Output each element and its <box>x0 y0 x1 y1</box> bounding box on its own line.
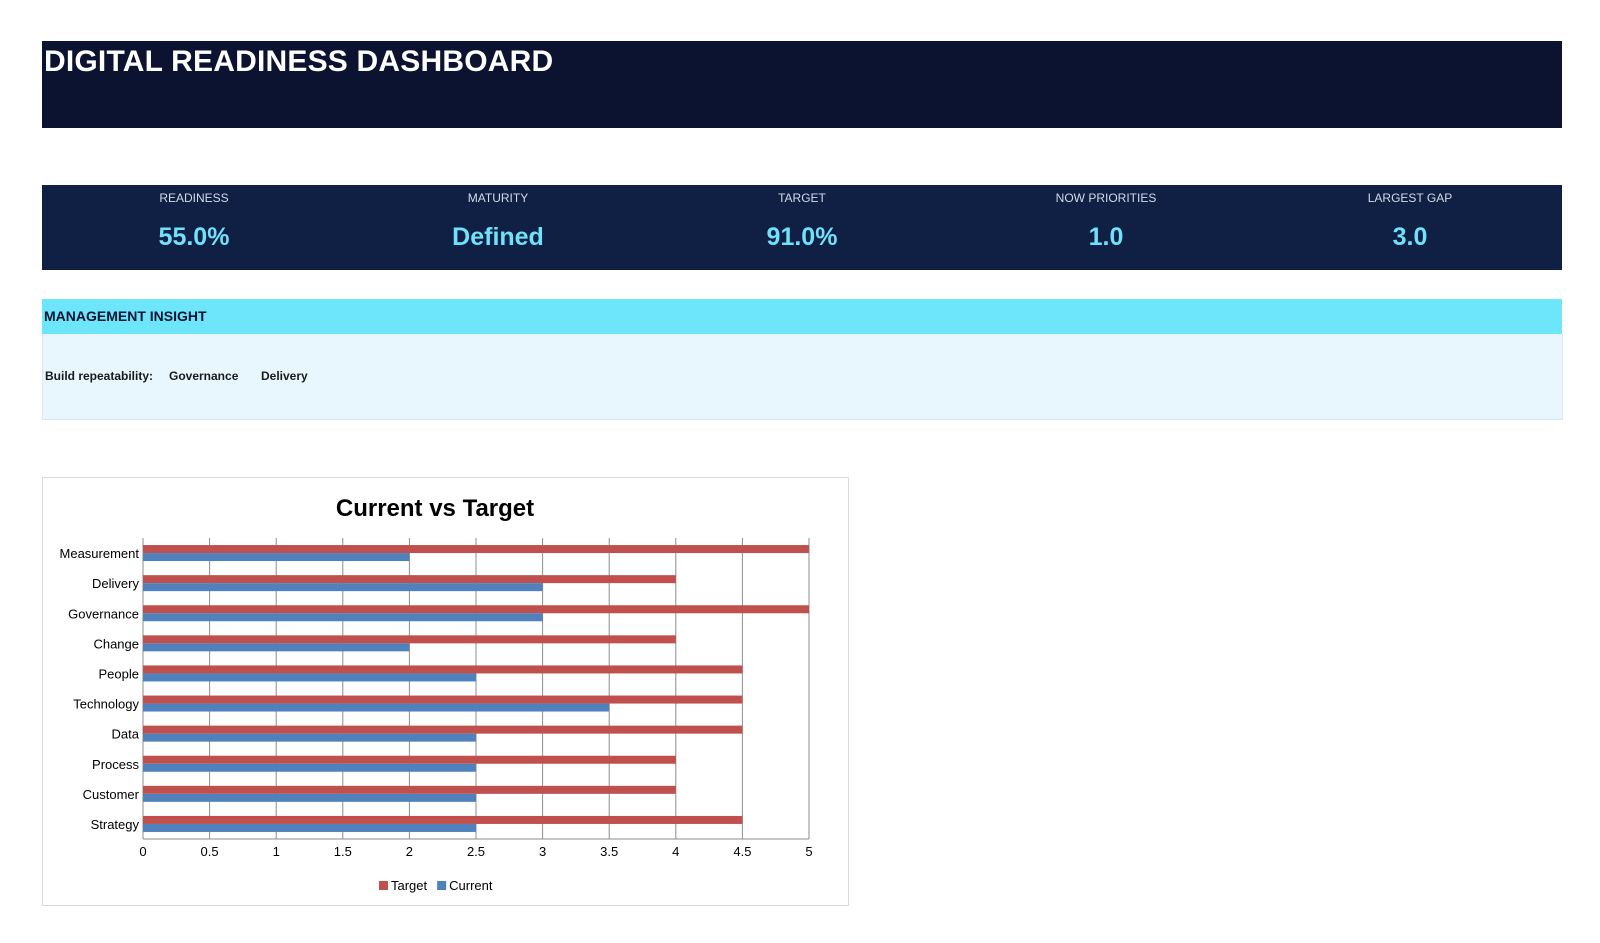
legend-label: Target <box>391 878 428 893</box>
kpi-readiness: READINESS 55.0% <box>42 185 346 270</box>
bar-target <box>143 605 809 614</box>
insight-item: Governance <box>169 369 239 383</box>
kpi-maturity: MATURITY Defined <box>346 185 650 270</box>
bar-target <box>143 725 743 734</box>
bar-target <box>143 665 743 674</box>
x-tick-label: 1 <box>273 844 280 859</box>
kpi-label: READINESS <box>159 191 229 205</box>
y-tick-label: Governance <box>68 606 139 621</box>
legend-swatch-target <box>379 881 388 890</box>
bar-target <box>143 545 809 554</box>
kpi-label: LARGEST GAP <box>1367 191 1453 205</box>
bar-target <box>143 635 676 644</box>
y-tick-label: Technology <box>73 697 139 712</box>
x-tick-label: 1.5 <box>334 844 352 859</box>
bar-chart: Current vs Target 0 0.5 1 1.5 2 2.5 3 3.5 4 4.5 5 St… <box>60 495 813 893</box>
kpi-strip: READINESS 55.0% MATURITY Defined TARGET … <box>42 185 1562 270</box>
y-tick-label: Delivery <box>92 576 139 591</box>
kpi-now-priorities: NOW PRIORITIES 1.0 <box>954 185 1258 270</box>
kpi-value: 1.0 <box>1088 223 1124 251</box>
bar-current <box>143 763 476 772</box>
bar-current <box>143 823 476 832</box>
legend-swatch-current <box>437 881 447 890</box>
bar-current <box>143 643 410 652</box>
bar-target <box>143 755 676 764</box>
x-tick-label: 0.5 <box>201 844 219 859</box>
bar-current <box>143 553 410 562</box>
legend-label: Current <box>449 878 493 893</box>
kpi-label: MATURITY <box>467 191 529 205</box>
x-tick-label: 2 <box>406 844 413 859</box>
insight-item: Delivery <box>261 369 308 383</box>
dashboard-header: DIGITAL READINESS DASHBOARD <box>42 41 1562 128</box>
x-tick-label: 4.5 <box>733 844 751 859</box>
kpi-label: NOW PRIORITIES <box>1055 191 1157 205</box>
bar-current <box>143 733 476 742</box>
chart-title: Current vs Target <box>336 495 534 522</box>
y-tick-label: Change <box>93 636 139 651</box>
x-tick-label: 2.5 <box>467 844 485 859</box>
kpi-value: 91.0% <box>766 223 838 251</box>
bar-target <box>143 575 676 584</box>
page-title: DIGITAL READINESS DASHBOARD <box>44 45 554 78</box>
x-tick-label: 5 <box>805 844 812 859</box>
kpi-largest-gap: LARGEST GAP 3.0 <box>1258 185 1562 270</box>
x-tick-label: 4 <box>672 844 679 859</box>
bar-current <box>143 673 476 682</box>
insight-body: Build repeatability: Governance Delivery <box>42 334 1563 420</box>
kpi-value: Defined <box>452 223 544 251</box>
bar-current <box>143 703 610 712</box>
y-tick-label: Strategy <box>91 817 140 832</box>
y-tick-label: Data <box>112 727 140 742</box>
bar-current <box>143 613 543 622</box>
x-tick-label: 3 <box>539 844 546 859</box>
x-tick-label: 0 <box>139 844 146 859</box>
insight-heading: MANAGEMENT INSIGHT <box>44 308 207 324</box>
insight-label: Build repeatability: <box>45 369 154 383</box>
kpi-label: TARGET <box>778 191 826 205</box>
y-tick-label: People <box>99 666 139 681</box>
kpi-value: 55.0% <box>158 223 230 251</box>
kpi-target: TARGET 91.0% <box>650 185 954 270</box>
kpi-value: 3.0 <box>1392 223 1428 251</box>
x-tick-label: 3.5 <box>600 844 618 859</box>
bar-target <box>143 695 743 704</box>
y-tick-label: Measurement <box>60 546 140 561</box>
bar-current <box>143 583 543 592</box>
chart-container: Current vs Target 0 0.5 1 1.5 2 2.5 3 3.5 4 4.5 5 St… <box>42 477 849 906</box>
bar-target <box>143 815 743 824</box>
bar-target <box>143 785 676 794</box>
bar-current <box>143 793 476 802</box>
insight-header: MANAGEMENT INSIGHT <box>42 299 1562 334</box>
y-tick-label: Process <box>92 757 139 772</box>
y-tick-label: Customer <box>83 787 140 802</box>
